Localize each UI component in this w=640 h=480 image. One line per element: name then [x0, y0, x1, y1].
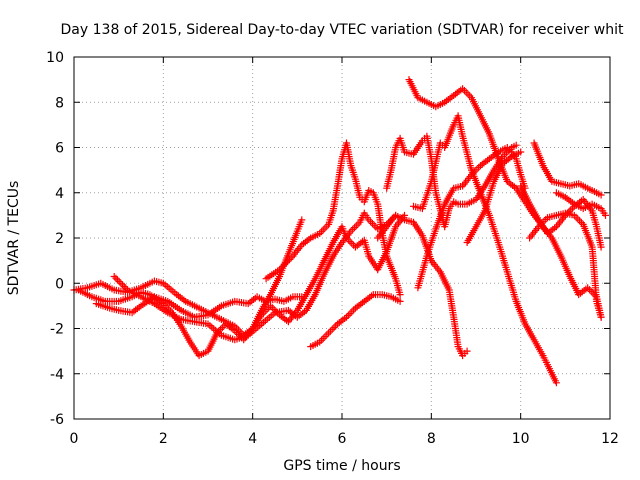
series-arc-f — [262, 139, 404, 299]
trail-marker — [122, 284, 130, 292]
trail-marker — [120, 283, 128, 291]
trail-marker — [114, 276, 121, 284]
trail-marker — [344, 311, 352, 319]
trail-marker — [281, 261, 288, 269]
y-tick-label: 8 — [55, 95, 64, 111]
trail-marker — [368, 220, 376, 227]
trail-marker — [586, 286, 593, 294]
y-tick-label: 6 — [55, 141, 64, 157]
trail-marker — [115, 278, 123, 286]
y-tick-label: 0 — [55, 276, 64, 292]
series-arc-i — [405, 76, 605, 321]
series-arc-m — [530, 139, 605, 199]
data-point — [597, 313, 605, 321]
series-arc-k — [414, 144, 529, 292]
trail-marker — [286, 256, 293, 263]
trail-marker — [330, 324, 338, 332]
y-tick-label: 2 — [55, 231, 64, 247]
chart-title: Day 138 of 2015, Sidereal Day-to-day VTE… — [61, 22, 624, 38]
data-point — [552, 379, 560, 387]
trail-marker — [349, 225, 357, 233]
y-tick-label: -6 — [50, 412, 64, 428]
series-arc-g — [374, 211, 471, 360]
trail-marker — [576, 217, 584, 225]
data-point — [597, 243, 605, 251]
data-point — [110, 273, 118, 280]
trail-marker — [287, 254, 295, 262]
trail-marker — [284, 257, 292, 265]
trail-marker — [279, 262, 287, 270]
x-tick-label: 4 — [248, 431, 257, 447]
series-arc-n — [517, 182, 605, 251]
data-point — [325, 329, 333, 337]
trail-marker — [323, 331, 331, 339]
x-axis-label: GPS time / hours — [283, 458, 400, 474]
data-point — [298, 216, 306, 224]
series-arc-a — [70, 211, 408, 339]
trail-marker — [460, 87, 468, 94]
data-point — [597, 191, 605, 199]
x-tick-label: 12 — [601, 431, 619, 447]
series-arc-c — [92, 293, 306, 321]
trail-marker — [326, 327, 334, 335]
trail-marker — [282, 259, 290, 267]
trail-marker — [277, 264, 285, 272]
y-tick-label: -2 — [50, 322, 64, 338]
x-tick-label: 0 — [70, 431, 79, 447]
x-tick-label: 8 — [427, 431, 436, 447]
data-point — [276, 266, 283, 274]
trail-marker — [352, 222, 360, 230]
trail-marker — [367, 218, 375, 226]
data-markers — [70, 76, 609, 387]
y-tick-label: -4 — [50, 367, 64, 383]
series-arc-d — [110, 209, 400, 344]
trail-marker — [475, 163, 483, 171]
trail-marker — [328, 325, 336, 333]
x-tick-label: 6 — [338, 431, 347, 447]
trail-marker — [351, 224, 358, 232]
trail-marker — [112, 274, 120, 282]
series-arc-o — [552, 189, 609, 219]
trail-marker — [574, 215, 582, 223]
x-tick-label: 10 — [512, 431, 530, 447]
data-point — [517, 148, 525, 156]
series-arc-l — [463, 148, 525, 246]
data-point — [463, 347, 471, 355]
data-point — [602, 211, 609, 219]
x-tick-label: 2 — [159, 431, 168, 447]
series-arc-e — [307, 291, 404, 351]
y-axis-label: SDTVAR / TECUs — [6, 181, 22, 296]
data-point — [298, 293, 306, 301]
y-tick-labels: -6 -4 -2 0 2 4 6 8 10 — [46, 50, 64, 428]
x-tick-labels: 0 2 4 6 8 10 12 — [70, 431, 619, 447]
series-arc-p — [526, 209, 605, 321]
tick-marks — [73, 56, 611, 420]
trail-marker — [464, 90, 472, 98]
y-tick-label: 10 — [46, 50, 64, 66]
y-tick-label: 4 — [55, 186, 64, 202]
data-point — [396, 297, 404, 305]
data-point — [396, 291, 404, 299]
trail-marker — [119, 281, 127, 289]
data-point — [512, 141, 520, 149]
trail-marker — [346, 310, 354, 318]
trail-marker — [117, 279, 125, 287]
